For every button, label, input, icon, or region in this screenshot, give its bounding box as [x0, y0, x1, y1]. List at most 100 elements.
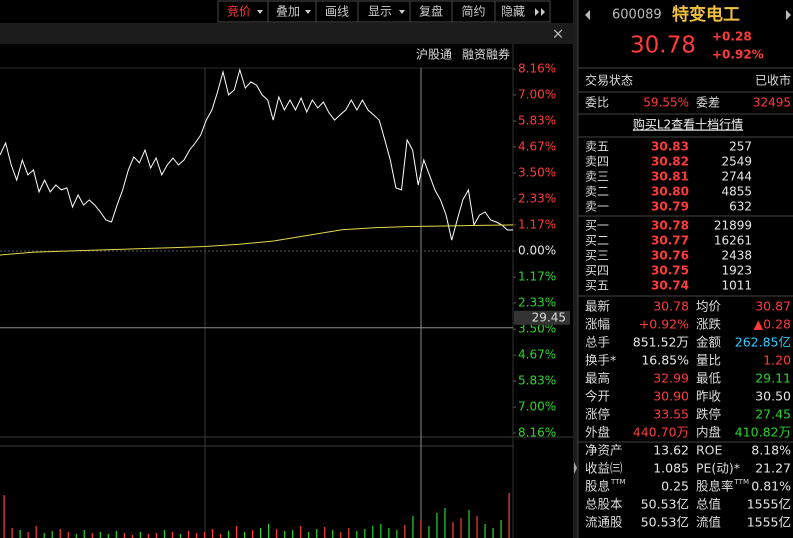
stat-label: 涨跌 [696, 317, 722, 332]
stat-value: 1.085 [653, 461, 689, 476]
book-volume: 16261 [714, 234, 752, 248]
volume-bar [500, 520, 502, 538]
volume-bar [276, 529, 278, 538]
tab-bar [0, 23, 573, 44]
stat-value: 50.53亿 [641, 515, 689, 530]
diff-value: 32495 [753, 96, 791, 110]
dropdown-arrow [257, 10, 263, 14]
stat-label: 量比 [696, 353, 721, 368]
prev-stock[interactable] [585, 10, 590, 20]
volume-bar [444, 508, 446, 538]
y-tick-label: 8.16% [518, 62, 556, 76]
dropdown-arrow [305, 10, 311, 14]
stat-label: 最低 [696, 371, 722, 386]
y-tick-label: 2.33% [518, 192, 556, 206]
book-label: 卖二 [585, 185, 609, 199]
expand-arrows[interactable] [535, 8, 545, 16]
volume-bar [91, 533, 93, 538]
toolbar-label[interactable]: 简约 [461, 4, 485, 19]
book-price: 30.75 [651, 264, 689, 278]
volume-bar [364, 529, 366, 538]
book-label: 买一 [585, 219, 609, 233]
volume-bar [412, 516, 414, 538]
volume-bar [324, 527, 326, 538]
stat-label: 股息率 [696, 479, 734, 494]
next-stock[interactable] [786, 10, 791, 20]
y-tick-label: 3.50% [518, 165, 556, 179]
ratio-value: 59.55% [643, 96, 689, 110]
stat-value: 33.55 [653, 407, 689, 422]
volume-bar [139, 532, 141, 538]
toolbar-label[interactable]: 画线 [325, 5, 349, 19]
book-volume: 1011 [721, 279, 752, 293]
chart-tab[interactable]: 沪股通 [416, 48, 452, 62]
stat-label: 金额 [696, 335, 722, 350]
stat-label: 最高 [585, 371, 610, 386]
l2-link[interactable]: 购买L2查看十档行情 [633, 117, 743, 132]
stat-label: 净资产 [585, 443, 623, 458]
toolbar-label[interactable]: 显示 [368, 5, 392, 19]
stat-label: 总手 [585, 335, 610, 350]
stat-value: 27.45 [755, 407, 791, 422]
stat-value: 0.81% [751, 479, 791, 494]
stat-label: 外盘 [585, 425, 610, 440]
splitter[interactable] [573, 0, 578, 538]
stat-label: 今开 [585, 389, 610, 404]
volume-bar [187, 531, 190, 538]
close-button[interactable]: × [552, 25, 565, 43]
stat-label: 涨停 [585, 407, 610, 422]
volume-bar [292, 530, 294, 538]
volume-bar [147, 534, 149, 538]
volume-bar [235, 526, 238, 538]
toolbar-label[interactable]: 叠加 [276, 5, 300, 19]
stat-value: 50.53亿 [641, 497, 689, 512]
stat-value: ▲0.28 [754, 317, 791, 332]
y-tick-label: 2.33% [518, 295, 556, 309]
volume-bar [99, 532, 101, 538]
crosshair-label: 29.45 [532, 310, 566, 324]
volume-bar [131, 535, 133, 538]
stat-value: 29.11 [755, 371, 791, 386]
volume-bar [404, 525, 406, 538]
toolbar-label[interactable]: 隐藏 [501, 5, 525, 19]
book-price: 30.76 [651, 249, 689, 263]
volume-bar [51, 531, 53, 538]
chart-tab[interactable]: 融资融券 [462, 47, 510, 62]
volume-bar [468, 510, 470, 538]
volume-bar [243, 532, 246, 538]
toolbar-label[interactable]: 竞价 [227, 5, 251, 19]
book-price: 30.82 [651, 155, 689, 169]
toolbar-label[interactable]: 复盘 [419, 4, 443, 19]
book-price: 30.74 [651, 279, 689, 293]
volume-bar [300, 526, 302, 538]
volume-bar [484, 524, 486, 538]
stat-label: 流值 [696, 515, 721, 530]
stat-value: 30.78 [653, 299, 689, 314]
stat-label-sup: TTM [610, 478, 625, 486]
book-label: 卖五 [585, 140, 609, 154]
book-volume: 21899 [714, 219, 752, 233]
stat-label: 跌停 [696, 407, 721, 422]
y-tick-label: 8.16% [518, 426, 556, 440]
price-line [0, 224, 514, 256]
volume-bar [227, 531, 230, 538]
stat-label: 总值 [696, 497, 721, 512]
stat-value: 1555亿 [747, 497, 791, 512]
status-value: 已收市 [755, 73, 791, 88]
volume-bar [356, 531, 358, 538]
stat-value: 0.25 [661, 479, 689, 494]
book-label: 卖一 [585, 200, 609, 214]
volume-bar [11, 528, 13, 538]
volume-bar [3, 495, 5, 538]
toolbar-button[interactable] [494, 0, 551, 23]
stat-value: 1.20 [763, 353, 791, 368]
stat-label: 流通股 [585, 515, 623, 530]
price-change: +0.28 [712, 30, 752, 44]
stock-name: 特变电工 [672, 4, 740, 25]
volume-bar [155, 533, 158, 538]
book-volume: 257 [729, 140, 752, 154]
stat-value: +0.92% [639, 317, 689, 332]
volume-bar [508, 493, 510, 538]
volume-bar [83, 530, 85, 538]
